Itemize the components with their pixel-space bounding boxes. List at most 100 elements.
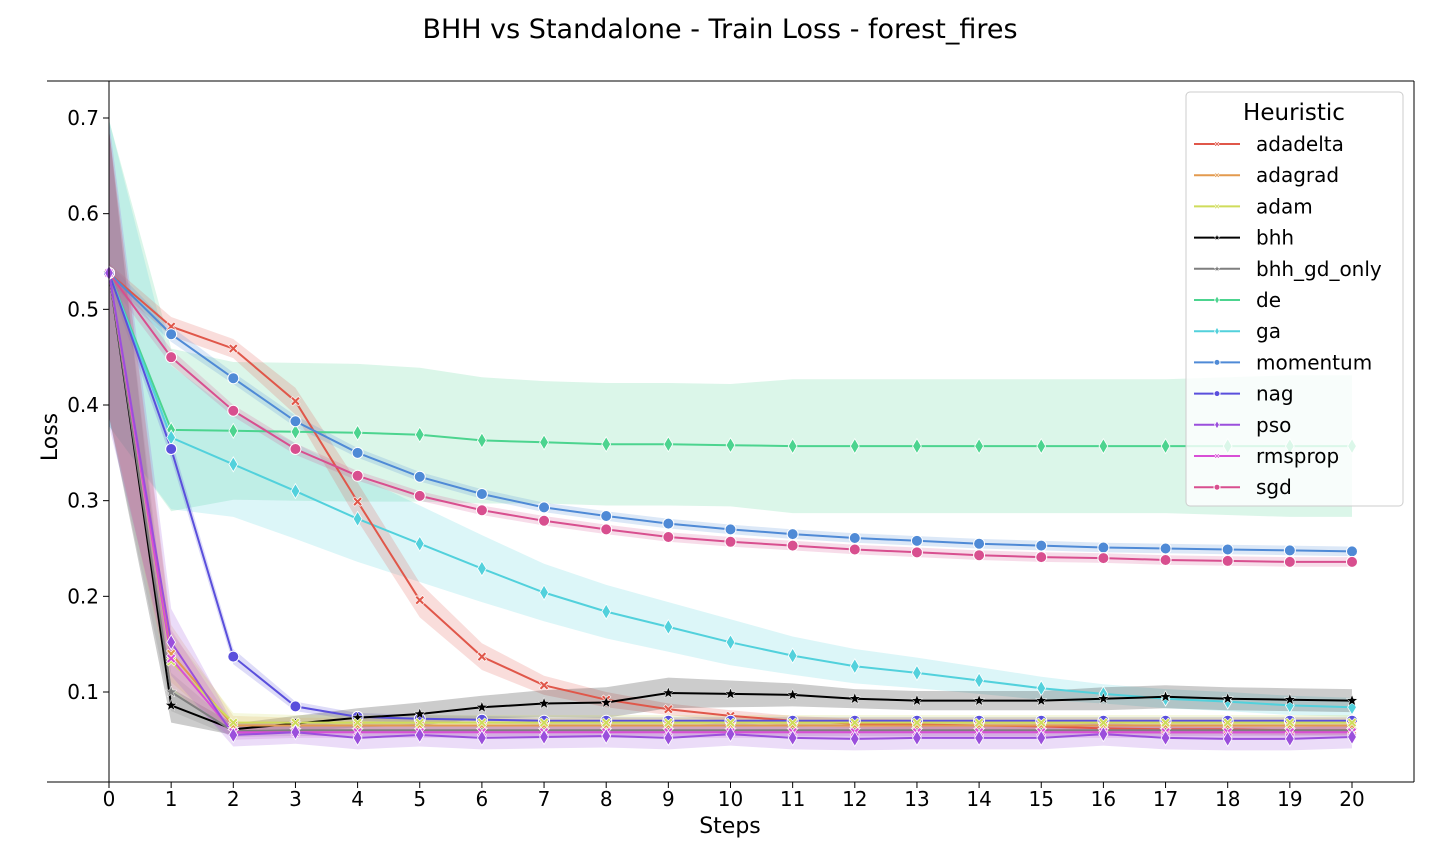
legend-label: pso xyxy=(1256,413,1291,437)
x-tick-label: 6 xyxy=(476,787,489,811)
sgd-point xyxy=(538,514,551,527)
legend-marker xyxy=(1213,483,1221,491)
y-tick-label: 0.4 xyxy=(67,393,99,417)
de-point xyxy=(849,437,860,455)
confidence-bands xyxy=(109,119,1352,751)
momentum-point xyxy=(1159,542,1172,555)
adadelta-point xyxy=(290,396,301,407)
adadelta-point xyxy=(538,680,550,691)
x-tick-label: 13 xyxy=(904,787,929,811)
x-tick-label: 17 xyxy=(1153,787,1178,811)
y-tick-label: 0.6 xyxy=(67,202,99,226)
x-tick-label: 2 xyxy=(227,787,240,811)
nag-point xyxy=(227,650,240,663)
bhh-point xyxy=(164,698,178,711)
legend-label: sgd xyxy=(1256,475,1292,499)
pso-point xyxy=(1347,728,1357,746)
sgd-point xyxy=(289,443,302,456)
adam-point xyxy=(1222,717,1233,728)
legend-label: momentum xyxy=(1256,350,1372,374)
momentum-point xyxy=(662,517,675,530)
legend-marker xyxy=(1214,172,1220,179)
de-point xyxy=(477,432,487,449)
y-tick-label: 0.2 xyxy=(67,584,99,608)
ga-point xyxy=(912,664,922,682)
adam-point xyxy=(352,717,363,728)
adadelta-point xyxy=(228,343,239,354)
sgd-point xyxy=(600,523,613,536)
momentum-point xyxy=(538,501,551,514)
momentum-point xyxy=(227,372,240,385)
bhh-point xyxy=(1034,693,1048,707)
x-tick-label: 19 xyxy=(1277,787,1302,811)
legend-marker xyxy=(1213,358,1221,366)
bhh-point xyxy=(661,686,675,699)
series-markers xyxy=(102,264,1359,748)
pso-point xyxy=(1036,729,1047,747)
pso-point xyxy=(1222,730,1233,748)
bhh-point xyxy=(599,695,613,709)
adam-point xyxy=(911,717,923,728)
pso-point xyxy=(228,726,239,744)
de-point xyxy=(290,423,301,440)
x-tick-label: 5 xyxy=(413,787,426,811)
momentum-point xyxy=(475,487,488,500)
legend-label: nag xyxy=(1256,382,1294,406)
legend-box xyxy=(1185,91,1404,507)
ga-point xyxy=(663,618,674,636)
pso-point xyxy=(290,723,301,741)
x-tick-label: 7 xyxy=(538,787,551,811)
x-tick-label: 10 xyxy=(718,787,743,811)
rmsprop-point xyxy=(166,653,177,664)
sgd-point xyxy=(910,546,923,559)
pso-point xyxy=(601,727,612,745)
ga-point xyxy=(414,535,425,552)
de-point xyxy=(725,436,736,454)
ga-point xyxy=(228,456,239,473)
x-axis-title: Steps xyxy=(699,814,761,839)
bhh-point xyxy=(1283,692,1297,706)
sgd-point xyxy=(1283,555,1296,568)
adadelta-point xyxy=(476,651,487,662)
legend-marker xyxy=(1214,295,1220,305)
y-ticks: 0.1 0.2 0.3 0.4 0.5 0.6 0.7 xyxy=(67,106,109,704)
adam-point xyxy=(228,717,239,728)
sgd-point xyxy=(1035,551,1048,564)
legend-label: ga xyxy=(1256,319,1281,343)
legend-label: bhh_gd_only xyxy=(1256,257,1382,281)
momentum-point xyxy=(289,415,302,428)
adadelta-point xyxy=(352,496,363,507)
de-point xyxy=(1160,437,1171,455)
legend-label: adadelta xyxy=(1256,132,1344,156)
momentum-point xyxy=(1221,543,1234,556)
bhh-point xyxy=(724,687,737,700)
adam-point xyxy=(538,717,550,728)
pso-point xyxy=(414,726,425,744)
sgd-point xyxy=(165,351,178,364)
sgd-point xyxy=(1221,554,1234,567)
adam-point xyxy=(1036,717,1047,728)
legend-marker xyxy=(1213,264,1221,273)
sgd-point xyxy=(475,504,488,517)
nag-point xyxy=(165,443,178,456)
ga-point xyxy=(290,482,301,500)
pso-point xyxy=(849,730,860,748)
ga-point xyxy=(849,657,860,675)
legend-marker xyxy=(1214,141,1220,147)
bhh_gd_only-point xyxy=(164,685,178,698)
adam-point xyxy=(414,717,425,728)
sgd-point xyxy=(662,531,675,544)
de-point xyxy=(601,436,612,453)
x-tick-label: 9 xyxy=(662,787,675,811)
de-point xyxy=(974,437,984,455)
x-tick-label: 16 xyxy=(1091,787,1116,811)
x-tick-label: 3 xyxy=(289,787,302,811)
bhh-point xyxy=(413,707,427,720)
momentum-point xyxy=(848,531,861,544)
legend-marker xyxy=(1213,233,1221,241)
chart-title: BHH vs Standalone - Train Loss - forest_… xyxy=(422,14,1017,45)
x-tick-label: 12 xyxy=(842,787,867,811)
sgd-point xyxy=(1159,553,1172,566)
